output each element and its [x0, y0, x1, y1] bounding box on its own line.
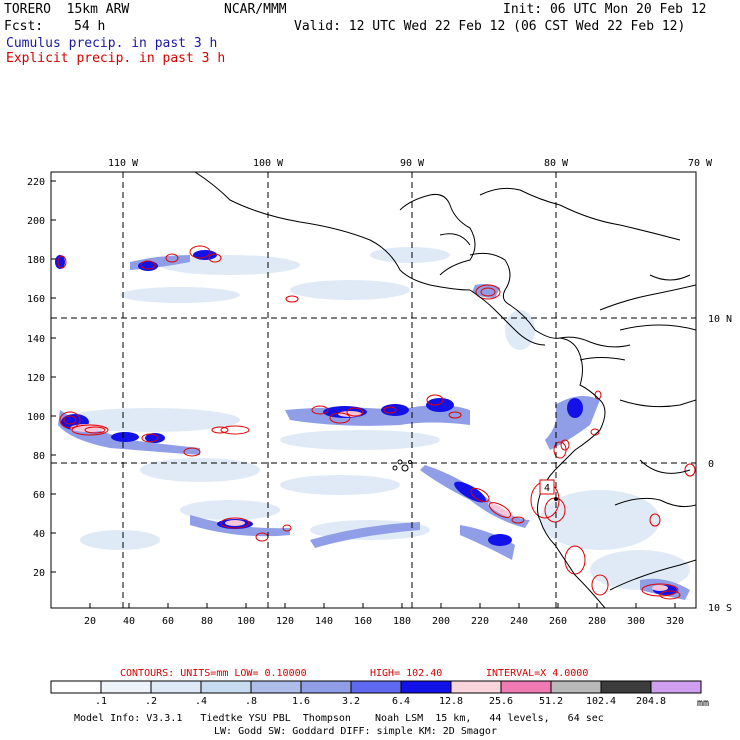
longitude-labels: 110 W 100 W 90 W 80 W 70 W	[108, 158, 713, 169]
contour-info: CONTOURS: UNITS=mm LOW= 0.10000 HIGH= 10…	[120, 668, 588, 679]
colorbar-swatch	[151, 681, 201, 693]
y-tick-label: 160	[27, 294, 45, 305]
colorbar-swatch	[501, 681, 551, 693]
colorbar-unit: mm	[697, 698, 709, 709]
y-tick-label: 20	[33, 568, 45, 579]
map-figure: 220 200 180 160 140 120 100 80 60 40 20 …	[0, 0, 740, 740]
model-info-line2: LW: Godd SW: Goddard DIFF: simple KM: 2D…	[214, 726, 497, 737]
x-tick-label: 40	[123, 616, 135, 627]
x-tick-label: 320	[666, 616, 684, 627]
colorbar-label: 1.6	[292, 696, 310, 707]
contour-high: HIGH= 102.40	[370, 668, 442, 679]
colorbar-swatch	[551, 681, 601, 693]
colorbar-swatch	[251, 681, 301, 693]
contour-interval: INTERVAL=X 4.0000	[486, 668, 588, 679]
lon-label: 110 W	[108, 158, 139, 169]
colorbar	[51, 681, 701, 693]
colorbar-label: 51.2	[539, 696, 563, 707]
x-tick-label: 140	[315, 616, 333, 627]
x-axis-labels: 20 40 60 80 100 120 140 160 180 200 220 …	[84, 616, 684, 627]
colorbar-swatch	[301, 681, 351, 693]
y-tick-label: 80	[33, 451, 45, 462]
lat-label: 10 S	[708, 603, 732, 614]
colorbar-swatch	[401, 681, 451, 693]
lon-label: 90 W	[400, 158, 425, 169]
colorbar-label: 102.4	[586, 696, 616, 707]
colorbar-label: .8	[245, 696, 257, 707]
colorbar-swatch	[351, 681, 401, 693]
y-tick-label: 100	[27, 412, 45, 423]
colorbar-label: .2	[145, 696, 157, 707]
x-tick-label: 260	[549, 616, 567, 627]
colorbar-label: .1	[95, 696, 107, 707]
y-tick-label: 60	[33, 490, 45, 501]
x-tick-label: 100	[237, 616, 255, 627]
colorbar-label: .4	[195, 696, 207, 707]
colorbar-swatch	[201, 681, 251, 693]
x-tick-label: 60	[162, 616, 174, 627]
y-tick-label: 200	[27, 216, 45, 227]
x-tick-label: 160	[354, 616, 372, 627]
x-tick-label: 20	[84, 616, 96, 627]
model-info-line1: Model Info: V3.3.1 Tiedtke YSU PBL Thomp…	[74, 713, 604, 724]
lon-label: 70 W	[688, 158, 713, 169]
contour-units: CONTOURS: UNITS=mm LOW= 0.10000	[120, 668, 307, 679]
x-tick-label: 300	[627, 616, 645, 627]
y-tick-label: 120	[27, 373, 45, 384]
latitude-labels: 10 N 0 10 S	[708, 314, 732, 614]
colorbar-label: 3.2	[342, 696, 360, 707]
x-tick-label: 180	[393, 616, 411, 627]
x-tick-label: 200	[432, 616, 450, 627]
colorbar-label: 25.6	[489, 696, 513, 707]
colorbar-swatch	[101, 681, 151, 693]
lon-label: 80 W	[544, 158, 569, 169]
y-tick-label: 140	[27, 334, 45, 345]
lon-label: 100 W	[253, 158, 284, 169]
colorbar-label: 12.8	[439, 696, 463, 707]
x-tick-label: 280	[588, 616, 606, 627]
x-tick-label: 80	[201, 616, 213, 627]
y-tick-label: 180	[27, 255, 45, 266]
lat-label: 0	[708, 459, 714, 470]
colorbar-labels: .1 .2 .4 .8 1.6 3.2 6.4 12.8 25.6 51.2 1…	[95, 696, 666, 707]
colorbar-label: 204.8	[636, 696, 666, 707]
colorbar-swatch	[451, 681, 501, 693]
x-tick-label: 120	[276, 616, 294, 627]
colorbar-swatch	[651, 681, 701, 693]
station-marker-label: 4	[544, 483, 550, 494]
x-tick-label: 220	[471, 616, 489, 627]
colorbar-swatch	[601, 681, 651, 693]
x-tick-label: 240	[510, 616, 528, 627]
lat-label: 10 N	[708, 314, 732, 325]
colorbar-swatch	[51, 681, 101, 693]
colorbar-label: 6.4	[392, 696, 410, 707]
y-tick-label: 40	[33, 529, 45, 540]
y-tick-label: 220	[27, 177, 45, 188]
y-axis-labels: 220 200 180 160 140 120 100 80 60 40 20	[27, 177, 45, 579]
